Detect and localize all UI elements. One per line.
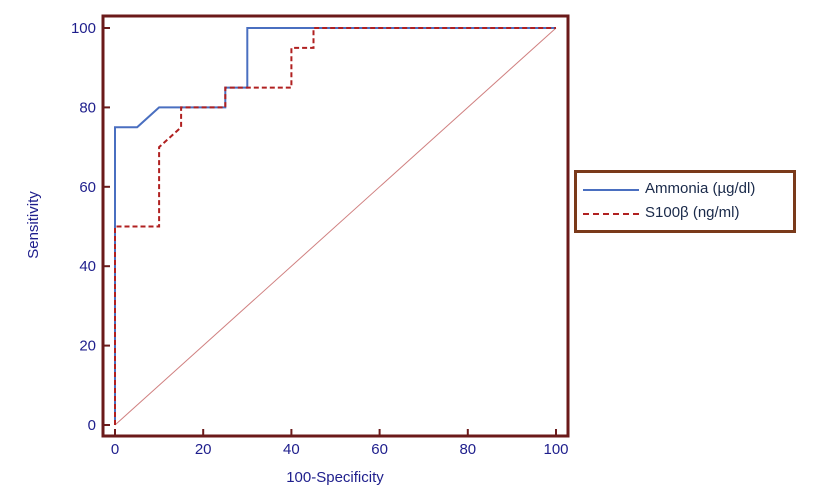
legend-swatch-dashed <box>583 213 639 215</box>
x-tick-label: 100 <box>543 441 568 458</box>
series-line-ammonia <box>114 27 556 425</box>
x-tick-label: 0 <box>111 441 119 458</box>
y-tick-label: 20 <box>79 338 96 355</box>
x-axis-label: 100-Specificity <box>286 469 384 486</box>
y-axis-label: Sensitivity <box>25 191 42 259</box>
axes: 0 20 40 60 80 100 0 20 40 60 80 100 <box>71 14 570 458</box>
legend-item-ammonia: Ammonia (µg/dl) <box>577 179 793 201</box>
y-tick-label: 0 <box>88 417 96 434</box>
legend-item-s100b: S100β (ng/ml) <box>577 203 793 225</box>
plot-area <box>114 27 557 426</box>
y-tick-label: 100 <box>71 20 96 37</box>
x-tick-label: 80 <box>459 441 476 458</box>
series-line-s100b <box>114 27 556 425</box>
y-tick-label: 80 <box>79 99 96 116</box>
legend: Ammonia (µg/dl) S100β (ng/ml) <box>574 170 796 233</box>
plot-frame <box>101 14 570 438</box>
y-tick-label: 60 <box>79 179 96 196</box>
x-tick-label: 40 <box>283 441 300 458</box>
x-tick-label: 20 <box>195 441 212 458</box>
reference-diagonal-line <box>114 27 557 426</box>
legend-label-s100b: S100β (ng/ml) <box>645 204 740 221</box>
y-tick-label: 40 <box>79 258 96 275</box>
x-tick-label: 60 <box>371 441 388 458</box>
legend-swatch-solid <box>583 189 639 191</box>
legend-label-ammonia: Ammonia (µg/dl) <box>645 180 756 197</box>
